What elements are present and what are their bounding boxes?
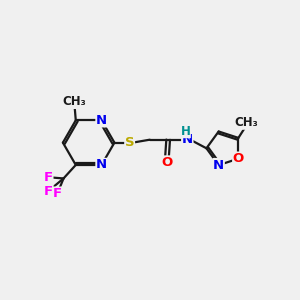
Text: N: N: [213, 159, 224, 172]
Text: N: N: [96, 158, 107, 172]
Text: F: F: [44, 185, 53, 198]
Text: N: N: [182, 133, 193, 146]
Text: N: N: [96, 114, 107, 127]
Text: F: F: [44, 171, 53, 184]
Text: CH₃: CH₃: [63, 95, 86, 108]
Text: H: H: [180, 124, 190, 138]
Text: O: O: [233, 152, 244, 165]
Text: S: S: [125, 136, 134, 149]
Text: F: F: [53, 187, 62, 200]
Text: CH₃: CH₃: [234, 116, 258, 129]
Text: O: O: [161, 156, 172, 169]
